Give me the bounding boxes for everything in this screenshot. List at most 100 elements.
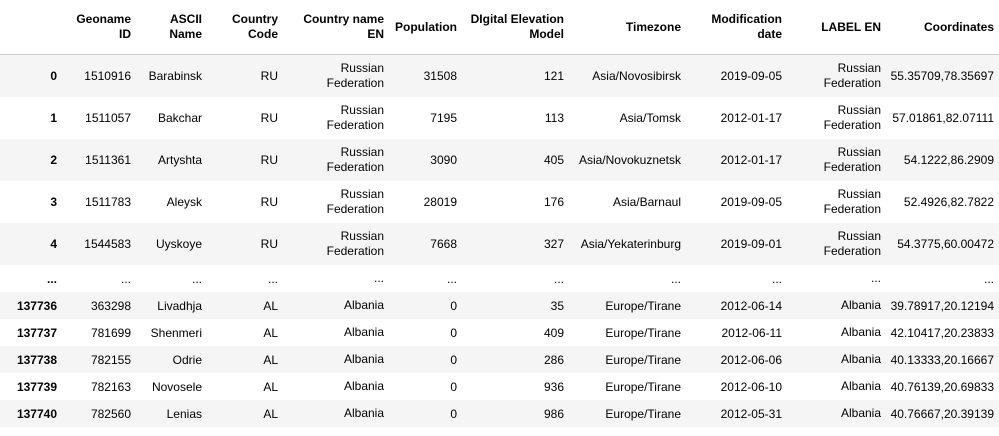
column-header-country-code: Country Code: [207, 0, 283, 55]
cell-country-code: ...: [267, 271, 278, 286]
cell-digital-elevation-model: 409: [543, 325, 564, 340]
cell-coordinates: 40.76139,20.69833: [890, 379, 994, 394]
cell-population: 7195: [430, 111, 457, 125]
cell-label-en: Russian Federation: [823, 229, 881, 258]
cell-ascii-name: Odrie: [172, 352, 202, 367]
cell-ascii-name: Barabinsk: [148, 69, 202, 83]
cell-population: 31508: [423, 69, 457, 83]
cell-coordinates: 40.13333,20.16667: [890, 352, 994, 367]
cell-digital-elevation-model: 405: [543, 153, 564, 167]
cell-country-code: RU: [260, 153, 278, 167]
cell-ascii-name: Lenias: [166, 406, 202, 421]
cell-timezone: Europe/Tirane: [605, 352, 681, 367]
cell-ascii-name: Shenmeri: [150, 325, 202, 340]
cell-coordinates: 55.35709,78.35697: [890, 69, 994, 83]
column-header-label-en: LABEL EN: [787, 0, 886, 55]
cell-digital-elevation-model: 35: [550, 298, 564, 313]
cell-ascii-name: ...: [191, 271, 202, 286]
cell-ascii-name: Aleysk: [166, 195, 202, 209]
column-header-geoname-id: Geoname ID: [62, 0, 136, 55]
cell-country-name-en: Russian Federation: [326, 61, 384, 90]
cell-modification-date: 2012-05-31: [720, 406, 782, 421]
cell-geoname-id: ...: [120, 271, 131, 286]
cell-geoname-id: 1511783: [85, 195, 131, 209]
table-row: 137738 782155 Odrie AL Albania 0 286 Europe/Tir…: [0, 346, 999, 373]
cell-label-en: Albania: [840, 352, 881, 366]
cell-population: 28019: [423, 195, 457, 209]
cell-digital-elevation-model: 986: [543, 406, 564, 421]
cell-country-code: RU: [260, 69, 278, 83]
cell-label-en: Albania: [840, 406, 881, 420]
cell-ascii-name: Uyskoye: [155, 237, 202, 251]
cell-geoname-id: 1544583: [84, 237, 131, 251]
cell-modification-date: 2012-01-17: [720, 111, 782, 125]
row-index: 137736: [16, 298, 57, 313]
cell-modification-date: 2012-06-10: [720, 379, 782, 394]
cell-country-name-en: Russian Federation: [326, 103, 384, 132]
cell-coordinates: ...: [983, 271, 994, 286]
cell-digital-elevation-model: ...: [553, 271, 564, 286]
table-row: 137736 363298 Livadhja AL Albania 0 35 Europe/T…: [0, 292, 999, 319]
cell-digital-elevation-model: 327: [543, 237, 564, 251]
cell-digital-elevation-model: 936: [543, 379, 564, 394]
table-row: 137739 782163 Novosele AL Albania 0 936 Europe/…: [0, 373, 999, 400]
cell-country-name-en: Albania: [343, 325, 384, 339]
table-row: 2 1511361 Artyshta RU Russian Federation 3090…: [0, 139, 999, 181]
cell-label-en: Albania: [840, 325, 881, 339]
cell-country-name-en: Albania: [343, 406, 384, 420]
row-index: 0: [50, 69, 57, 83]
cell-country-name-en: Russian Federation: [326, 229, 384, 258]
cell-country-code: AL: [263, 298, 278, 313]
cell-label-en: Russian Federation: [823, 145, 881, 174]
cell-country-name-en: Albania: [343, 352, 384, 366]
table-row: 137740 782560 Lenias AL Albania 0 986 Europe/Ti…: [0, 400, 999, 427]
cell-population: 7668: [430, 237, 457, 251]
cell-digital-elevation-model: 286: [543, 352, 564, 367]
column-header-coordinates: Coordinates: [886, 0, 999, 55]
cell-modification-date: 2012-01-17: [720, 153, 782, 167]
cell-coordinates: 57.01861,82.07111: [892, 111, 994, 125]
cell-coordinates: 54.3775,60.00472: [897, 237, 994, 251]
cell-country-name-en: Albania: [343, 298, 384, 312]
cell-geoname-id: 782163: [90, 379, 131, 394]
index-header: [0, 0, 62, 55]
cell-coordinates: 40.76667,20.39139: [890, 406, 994, 421]
cell-modification-date: ...: [771, 271, 782, 286]
cell-digital-elevation-model: 113: [544, 111, 564, 125]
cell-modification-date: 2012-06-14: [720, 298, 782, 313]
header-row: Geoname ID ASCII Name Country Code Count…: [0, 0, 999, 55]
cell-label-en: Russian Federation: [823, 103, 881, 132]
cell-digital-elevation-model: 176: [543, 195, 564, 209]
cell-population: 0: [450, 298, 457, 313]
cell-timezone: Europe/Tirane: [605, 406, 681, 421]
cell-country-code: AL: [263, 325, 278, 340]
cell-geoname-id: 782560: [90, 406, 131, 421]
cell-country-name-en: ...: [373, 271, 384, 285]
table-header: Geoname ID ASCII Name Country Code Count…: [0, 0, 999, 55]
cell-country-code: RU: [260, 111, 278, 125]
cell-ascii-name: Bakchar: [157, 111, 202, 125]
column-header-population: Population: [389, 0, 462, 55]
cell-geoname-id: 781699: [90, 325, 131, 340]
cell-population: 3090: [430, 153, 457, 167]
cell-country-code: AL: [263, 379, 278, 394]
table-row: 137737 781699 Shenmeri AL Albania 0 409 Europe/…: [0, 319, 999, 346]
row-index: 2: [50, 153, 57, 167]
cell-country-name-en: Russian Federation: [326, 145, 384, 174]
cell-label-en: Albania: [840, 379, 881, 393]
row-index: 137738: [16, 352, 57, 367]
cell-geoname-id: 1511057: [85, 111, 131, 125]
cell-label-en: Albania: [840, 298, 881, 312]
cell-timezone: Asia/Tomsk: [619, 111, 681, 125]
cell-modification-date: 2019-09-05: [720, 195, 782, 209]
cell-ascii-name: Artyshta: [157, 153, 202, 167]
cell-timezone: Europe/Tirane: [605, 325, 681, 340]
table-row: 3 1511783 Aleysk RU Russian Federation 28019 1…: [0, 181, 999, 223]
row-index: 137737: [16, 325, 57, 340]
cell-population: 0: [450, 379, 457, 394]
column-header-timezone: Timezone: [569, 0, 686, 55]
cell-geoname-id: 1510916: [84, 69, 131, 83]
table-row: 0 1510916 Barabinsk RU Russian Federation 315…: [0, 54, 999, 97]
cell-coordinates: 42.10417,20.23833: [890, 325, 994, 340]
cell-population: 0: [450, 352, 457, 367]
